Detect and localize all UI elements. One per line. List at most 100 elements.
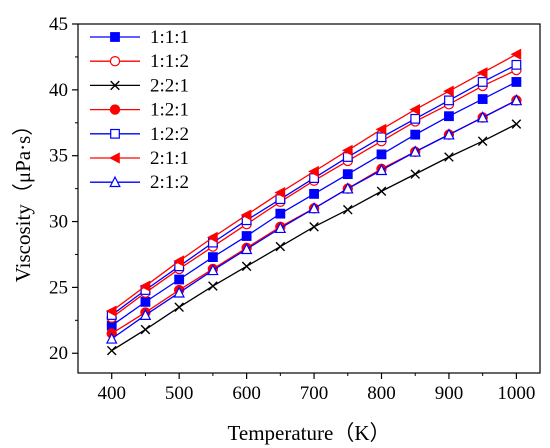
data-point	[409, 145, 422, 157]
series-1-2-2	[106, 59, 522, 320]
data-point	[241, 261, 252, 272]
data-point	[309, 188, 319, 199]
data-point	[240, 242, 253, 255]
x-tick-label: 800	[367, 383, 396, 404]
data-point	[275, 208, 286, 219]
legend-label: 1:1:2	[150, 51, 189, 72]
data-point	[274, 186, 286, 199]
data-point	[208, 281, 218, 291]
series-1-1-1	[106, 77, 522, 331]
legend-label: 1:1:1	[150, 27, 189, 48]
data-point	[375, 123, 387, 135]
legend-label: 1:2:2	[150, 124, 189, 145]
data-point	[308, 165, 319, 178]
legend: 1:1:1 1:1:2 2:2:1 1:2:1 1:2:2 2:1:1 2:1:2	[90, 27, 189, 193]
data-point	[511, 59, 522, 70]
data-point	[139, 308, 152, 320]
x-tick-label: 900	[435, 383, 464, 404]
series-2-1-1	[105, 48, 522, 317]
plot-border	[77, 23, 541, 374]
data-point	[410, 169, 421, 179]
data-point	[240, 209, 252, 221]
data-point	[511, 77, 522, 87]
legend-marker	[110, 80, 120, 91]
legend-item: 2:2:1	[90, 75, 189, 96]
data-point	[477, 94, 488, 104]
legend-marker	[110, 32, 120, 42]
data-point	[410, 113, 421, 124]
data-point	[105, 305, 117, 317]
data-point	[342, 204, 353, 215]
data-point	[274, 221, 287, 234]
data-point	[139, 280, 151, 292]
data-point	[476, 67, 488, 79]
data-point	[443, 85, 454, 97]
data-point	[174, 302, 184, 312]
data-point	[207, 252, 218, 263]
legend-label: 2:1:1	[150, 148, 189, 169]
legend-item: 2:1:1	[90, 148, 189, 169]
data-point	[510, 93, 523, 106]
y-tick-label: 25	[49, 277, 68, 298]
y-tick-label: 20	[49, 343, 68, 364]
data-point	[342, 182, 354, 194]
data-point	[341, 144, 353, 157]
data-point	[106, 345, 117, 356]
y-axis-ticks: 20 25 30 35 40 45	[49, 14, 78, 364]
legend-item: 2:1:2	[90, 172, 189, 193]
data-point	[376, 149, 387, 160]
data-point	[140, 296, 151, 307]
legend-label: 2:1:2	[150, 172, 189, 193]
data-point	[510, 48, 522, 60]
legend-marker	[109, 56, 121, 67]
data-point	[444, 95, 454, 106]
data-point	[444, 111, 454, 122]
x-tick-label: 1000	[497, 383, 535, 404]
data-point	[207, 263, 219, 276]
x-tick-label: 700	[300, 383, 329, 404]
data-point	[410, 129, 421, 140]
series-2-2-1	[106, 119, 522, 356]
legend-item: 1:2:2	[90, 124, 189, 145]
x-tick-label: 600	[232, 383, 261, 404]
x-tick-label: 400	[97, 383, 126, 404]
data-point	[174, 274, 185, 285]
data-point	[275, 241, 286, 252]
data-point	[477, 136, 488, 147]
data-point	[409, 103, 421, 116]
data-point	[477, 77, 488, 87]
data-point	[376, 186, 387, 197]
data-point	[342, 169, 353, 180]
data-point	[140, 324, 151, 335]
legend-marker	[109, 152, 120, 164]
y-tick-label: 35	[49, 146, 68, 167]
series-2-1-2	[105, 93, 523, 344]
legend-label: 1:2:1	[150, 100, 189, 121]
data-point	[444, 152, 454, 162]
legend-label: 2:2:1	[150, 75, 189, 96]
legend-item: 1:1:2	[90, 51, 189, 72]
legend-marker	[109, 104, 121, 115]
y-tick-label: 45	[49, 14, 68, 35]
data-point	[207, 231, 218, 243]
data-point	[309, 222, 319, 232]
data-point	[511, 119, 522, 129]
data-point	[105, 332, 118, 344]
x-axis-ticks: 400 500 600 700 800 900 1000	[97, 373, 535, 404]
data-point	[241, 231, 252, 241]
data-point	[308, 201, 320, 214]
data-point	[443, 128, 455, 140]
data-point	[173, 286, 185, 298]
data-point	[375, 163, 388, 176]
data-point	[376, 132, 387, 143]
legend-item: 1:2:1	[90, 100, 189, 121]
y-tick-label: 40	[49, 80, 68, 101]
series-layer	[105, 48, 523, 356]
data-point	[173, 255, 184, 267]
data-point	[476, 111, 489, 123]
plot-frame	[77, 23, 541, 374]
legend-marker	[109, 175, 121, 188]
y-tick-label: 30	[49, 212, 68, 233]
x-axis-title: Temperature（K）	[228, 421, 391, 445]
